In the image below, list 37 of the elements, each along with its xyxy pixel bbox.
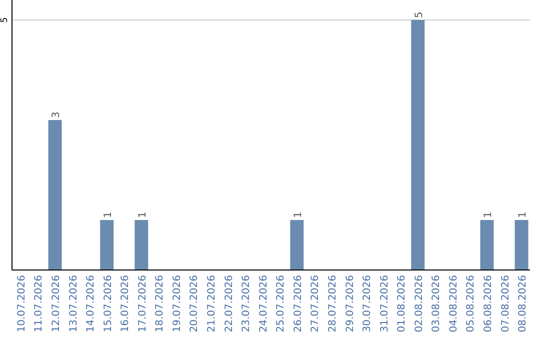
x-tick-label: 05.08.2026 — [466, 275, 477, 332]
x-tick-label: 19.07.2026 — [172, 275, 183, 332]
x-tick-label: 02.08.2026 — [414, 275, 425, 332]
x-tick-label: 13.07.2026 — [68, 275, 80, 332]
x-tick-label: 04.08.2026 — [448, 275, 460, 332]
x-tick-label: 14.07.2026 — [86, 275, 97, 332]
x-tick-label: 22.07.2026 — [224, 275, 235, 332]
data-label: 5 — [414, 12, 425, 18]
x-tick-label: 17.07.2026 — [137, 275, 148, 332]
x-tick-label: 01.08.2026 — [396, 275, 408, 332]
x-tick-label: 26.07.2026 — [292, 275, 304, 332]
data-label: 3 — [51, 112, 62, 118]
x-tick-label: 28.07.2026 — [327, 275, 338, 332]
x-tick-label: 12.07.2026 — [51, 275, 62, 332]
x-tick-label: 06.08.2026 — [482, 275, 494, 332]
x-tick-label: 08.08.2026 — [518, 275, 529, 332]
x-tick-label: 10.07.2026 — [16, 275, 28, 332]
x-tick-label: 20.07.2026 — [189, 275, 200, 332]
x-tick-label: 15.07.2026 — [102, 275, 114, 332]
x-tick-label: 03.08.2026 — [431, 275, 442, 332]
x-tick-label: 29.07.2026 — [344, 275, 356, 332]
x-tick-label: 25.07.2026 — [276, 275, 287, 332]
x-tick-label: 30.07.2026 — [362, 275, 374, 332]
x-tick-label: 27.07.2026 — [310, 275, 322, 332]
x-tick-label: 24.07.2026 — [258, 275, 270, 332]
data-label: 1 — [292, 212, 304, 218]
x-tick-label: 23.07.2026 — [241, 275, 252, 332]
x-tick-label: 18.07.2026 — [154, 275, 166, 332]
data-label: 1 — [102, 212, 114, 218]
data-label: 1 — [137, 212, 148, 218]
data-label: 1 — [482, 212, 494, 218]
x-tick-label: 11.07.2026 — [34, 275, 45, 332]
x-tick-label: 21.07.2026 — [206, 275, 218, 332]
x-tick-label: 07.08.2026 — [500, 275, 512, 332]
x-tick-label: 16.07.2026 — [120, 275, 132, 332]
data-label: 1 — [518, 212, 529, 218]
x-tick-label: 31.07.2026 — [379, 275, 390, 332]
